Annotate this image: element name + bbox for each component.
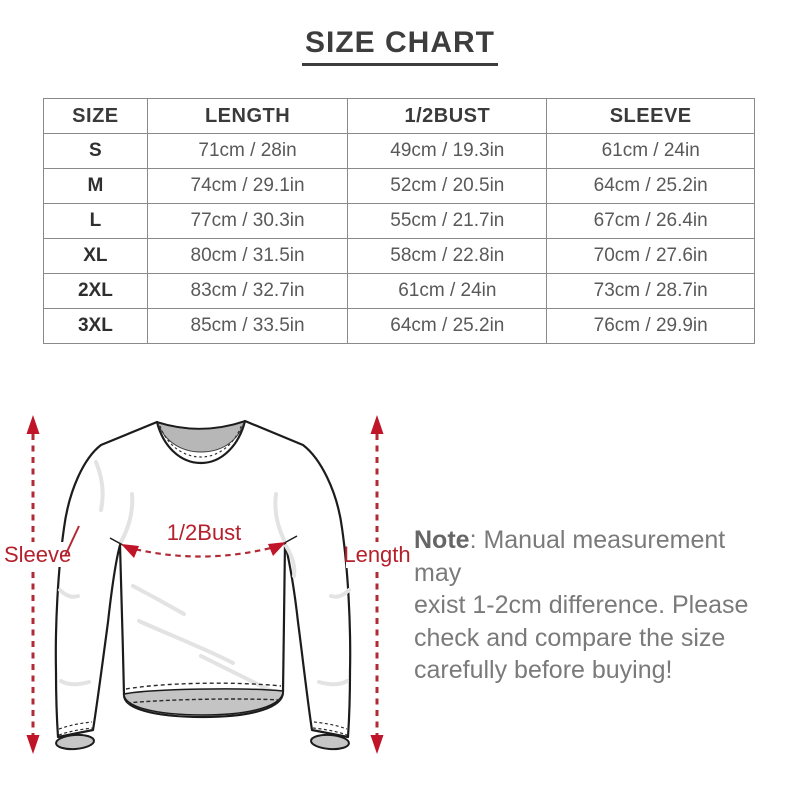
sleeve-cell: 61cm / 24in	[546, 133, 755, 169]
bust-cell: 58cm / 22.8in	[347, 238, 548, 274]
sleeve-cell: 64cm / 25.2in	[546, 168, 755, 204]
bust-cell: 49cm / 19.3in	[347, 133, 548, 169]
length-cell: 83cm / 32.7in	[146, 273, 349, 309]
hem-stitch-lower	[126, 698, 281, 704]
note-line4: carefully before buying!	[414, 656, 673, 684]
length-cell: 74cm / 29.1in	[146, 168, 349, 204]
bust-cell: 64cm / 25.2in	[347, 308, 548, 344]
header-size: SIZE	[43, 98, 148, 134]
note-line3: check and compare the size	[414, 623, 726, 652]
sleeve-label: Sleeve	[4, 542, 71, 567]
size-cell: L	[43, 203, 148, 239]
page-title: SIZE CHART	[302, 26, 498, 66]
length-cell: 71cm / 28in	[146, 133, 349, 169]
right-cuff	[310, 733, 350, 751]
length-label: Length	[343, 542, 410, 567]
shirt-measurement-diagram: Sleeve 1/2Bust Length	[2, 415, 411, 754]
bust-cell: 52cm / 20.5in	[347, 168, 548, 204]
sleeve-cell: 73cm / 28.7in	[546, 273, 755, 309]
sleeve-cell: 67cm / 26.4in	[546, 203, 755, 239]
table-row: S 71cm / 28in 49cm / 19.3in 61cm / 24in	[43, 133, 755, 169]
size-cell: 2XL	[43, 273, 148, 309]
hem-band	[123, 688, 284, 716]
size-cell: S	[43, 133, 148, 169]
bust-cell: 61cm / 24in	[347, 273, 548, 309]
table-row: 3XL 85cm / 33.5in 64cm / 25.2in 76cm / 2…	[43, 308, 755, 344]
size-cell: 3XL	[43, 308, 148, 344]
header-sleeve: SLEEVE	[546, 98, 755, 134]
size-cell: M	[43, 168, 148, 204]
page-title-wrap: SIZE CHART	[0, 26, 800, 66]
table-row: XL 80cm / 31.5in 58cm / 22.8in 70cm / 27…	[43, 238, 755, 274]
table-header-row: SIZE LENGTH 1/2BUST SLEEVE	[43, 98, 755, 134]
sleeve-label-backplate	[2, 542, 64, 567]
bust-label: 1/2Bust	[167, 520, 242, 545]
collar-back-seam	[156, 420, 246, 430]
cuff-stitches	[58, 721, 348, 736]
collar-band-stitch	[159, 423, 243, 458]
size-cell: XL	[43, 238, 148, 274]
length-cell: 85cm / 33.5in	[146, 308, 349, 344]
measurement-note: Note: Manual measurement may exist 1-2cm…	[414, 524, 774, 687]
length-label-backplate	[346, 542, 408, 568]
table-row: M 74cm / 29.1in 52cm / 20.5in 64cm / 25.…	[43, 168, 755, 204]
length-cell: 77cm / 30.3in	[146, 203, 349, 239]
left-cuff	[55, 733, 95, 751]
table-row: 2XL 83cm / 32.7in 61cm / 24in 73cm / 28.…	[43, 273, 755, 309]
sleeve-cell: 76cm / 29.9in	[546, 308, 755, 344]
arrowheads	[26, 415, 384, 754]
note-bold-prefix: Note	[414, 526, 470, 554]
header-length: LENGTH	[146, 98, 349, 134]
size-table: SIZE LENGTH 1/2BUST SLEEVE S 71cm / 28in…	[43, 98, 755, 344]
table-row: L 77cm / 30.3in 55cm / 21.7in 67cm / 26.…	[43, 203, 755, 239]
note-line1: : Manual measurement may	[414, 526, 726, 587]
sleeve-leader-line	[64, 525, 80, 557]
note-line2: exist 1-2cm difference. Please	[414, 591, 749, 619]
sleeve-cell: 70cm / 27.6in	[546, 238, 755, 274]
header-bust: 1/2BUST	[347, 98, 548, 134]
bust-cell: 55cm / 21.7in	[347, 203, 548, 239]
hem-stitch-upper	[125, 682, 282, 690]
length-cell: 80cm / 31.5in	[146, 238, 349, 274]
